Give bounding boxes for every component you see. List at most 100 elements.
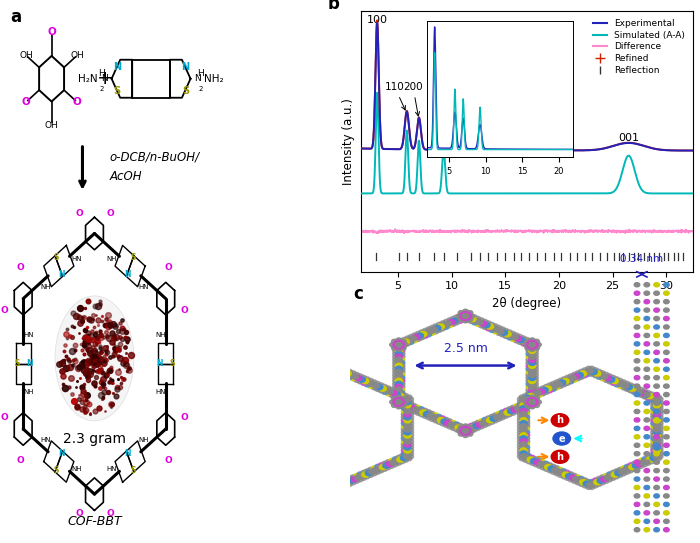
- Circle shape: [404, 409, 411, 414]
- Circle shape: [589, 372, 595, 376]
- Circle shape: [608, 377, 615, 382]
- Circle shape: [355, 475, 362, 480]
- Circle shape: [514, 406, 522, 411]
- Circle shape: [533, 367, 538, 371]
- Circle shape: [508, 408, 514, 414]
- Circle shape: [654, 367, 659, 371]
- Circle shape: [395, 357, 402, 362]
- Circle shape: [610, 381, 616, 386]
- Circle shape: [524, 439, 530, 444]
- Circle shape: [524, 406, 530, 411]
- Text: h: h: [556, 452, 564, 462]
- Circle shape: [664, 300, 669, 304]
- Circle shape: [664, 469, 669, 473]
- Circle shape: [634, 384, 640, 388]
- Circle shape: [529, 345, 535, 349]
- Circle shape: [393, 367, 398, 371]
- Circle shape: [320, 475, 327, 480]
- Circle shape: [634, 367, 640, 371]
- Circle shape: [653, 439, 660, 444]
- Circle shape: [526, 351, 532, 356]
- Text: COF-BBT: COF-BBT: [67, 515, 122, 528]
- Circle shape: [354, 473, 360, 478]
- Circle shape: [644, 519, 650, 523]
- Circle shape: [454, 320, 459, 325]
- Circle shape: [399, 358, 405, 362]
- Circle shape: [610, 470, 616, 475]
- Circle shape: [594, 371, 601, 376]
- Circle shape: [394, 402, 400, 406]
- Circle shape: [499, 415, 505, 420]
- Circle shape: [450, 420, 456, 425]
- Circle shape: [657, 442, 663, 447]
- Circle shape: [416, 333, 424, 338]
- Circle shape: [404, 424, 411, 429]
- Circle shape: [394, 340, 400, 345]
- Circle shape: [274, 430, 280, 434]
- Circle shape: [461, 425, 466, 430]
- Circle shape: [318, 477, 325, 482]
- Circle shape: [533, 397, 538, 401]
- Circle shape: [413, 407, 420, 412]
- Circle shape: [398, 402, 404, 406]
- Circle shape: [396, 400, 402, 404]
- Text: AcOH: AcOH: [110, 170, 143, 183]
- Text: N: N: [124, 449, 130, 458]
- Circle shape: [271, 402, 278, 408]
- Circle shape: [566, 473, 573, 479]
- Circle shape: [404, 418, 411, 423]
- Circle shape: [559, 470, 566, 476]
- Circle shape: [524, 433, 530, 438]
- Circle shape: [654, 485, 659, 490]
- Circle shape: [528, 360, 536, 365]
- Circle shape: [528, 375, 536, 381]
- Text: S: S: [53, 253, 58, 262]
- Circle shape: [566, 377, 573, 382]
- Circle shape: [457, 429, 463, 433]
- Circle shape: [664, 511, 669, 515]
- Circle shape: [464, 431, 470, 435]
- Circle shape: [613, 475, 620, 479]
- Circle shape: [434, 325, 441, 331]
- Circle shape: [664, 367, 669, 371]
- Circle shape: [401, 399, 407, 404]
- Circle shape: [644, 511, 650, 515]
- Circle shape: [528, 390, 536, 396]
- Circle shape: [533, 349, 538, 353]
- Circle shape: [473, 424, 480, 429]
- Circle shape: [393, 385, 398, 389]
- Circle shape: [644, 435, 650, 439]
- Circle shape: [378, 463, 384, 468]
- Circle shape: [526, 367, 532, 371]
- Circle shape: [644, 384, 650, 388]
- Circle shape: [664, 409, 669, 414]
- Circle shape: [528, 393, 536, 399]
- Text: S: S: [130, 465, 136, 475]
- Circle shape: [517, 400, 524, 405]
- Circle shape: [276, 454, 282, 458]
- Circle shape: [391, 403, 397, 407]
- Circle shape: [644, 426, 650, 431]
- Circle shape: [654, 452, 659, 456]
- Circle shape: [400, 403, 406, 407]
- Circle shape: [482, 423, 488, 427]
- Circle shape: [571, 378, 577, 382]
- Circle shape: [534, 339, 540, 344]
- Circle shape: [533, 394, 538, 399]
- Circle shape: [463, 314, 468, 318]
- Circle shape: [287, 387, 293, 392]
- Circle shape: [499, 327, 505, 331]
- Circle shape: [526, 400, 532, 404]
- Circle shape: [465, 317, 470, 322]
- Circle shape: [412, 338, 417, 343]
- Circle shape: [526, 385, 532, 389]
- Circle shape: [528, 357, 536, 362]
- Circle shape: [268, 430, 274, 434]
- Circle shape: [399, 459, 405, 464]
- Circle shape: [402, 339, 409, 344]
- Circle shape: [519, 456, 525, 461]
- Circle shape: [395, 400, 402, 405]
- Circle shape: [657, 430, 663, 434]
- Circle shape: [587, 368, 594, 373]
- Circle shape: [447, 419, 452, 424]
